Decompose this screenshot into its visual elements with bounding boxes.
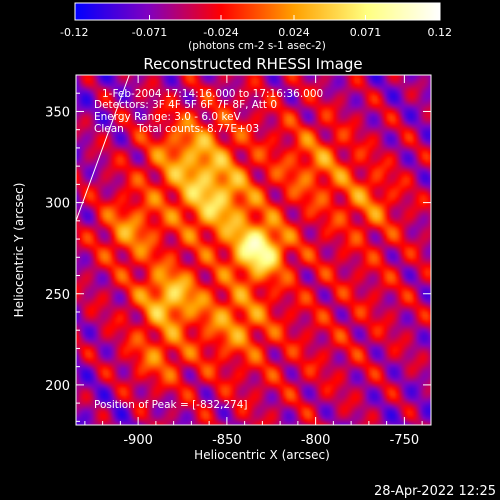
chart-title: Reconstructed RHESSI Image xyxy=(143,55,362,73)
y-tick-label: 200 xyxy=(45,379,70,394)
y-tick-label: 350 xyxy=(45,105,70,120)
annotations: 1-Feb-2004 17:14:16.000 to 17:16:36.000 … xyxy=(94,88,323,411)
footer-timestamp: 28-Apr-2022 12:25 xyxy=(374,484,496,499)
colorbar: -0.12 -0.071 -0.024 0.024 0.071 0.12 (photons… xyxy=(60,2,452,52)
y-axis-label: Heliocentric Y (arcsec) xyxy=(12,183,26,318)
heatmap xyxy=(76,75,431,425)
colorbar-tick-label: 0.12 xyxy=(428,26,453,39)
y-tick-label: 300 xyxy=(45,197,70,212)
heatmap-image xyxy=(76,75,431,425)
colorbar-tick-label: 0.024 xyxy=(278,26,310,39)
annotation-peak-position: Position of Peak = [-832,274] xyxy=(94,399,248,411)
x-tick-label: -750 xyxy=(390,433,420,448)
annotation-energy-range: Energy Range: 3.0 - 6.0 keV xyxy=(94,111,242,123)
annotation-clean-counts: Clean Total counts: 8.77E+03 xyxy=(94,123,259,135)
annotation-detectors: Detectors: 3F 4F 5F 6F 7F 8F, Att 0 xyxy=(94,99,277,111)
x-tick-label: -900 xyxy=(123,433,153,448)
colorbar-gradient xyxy=(75,3,440,20)
y-axis-ticks: 200 250 300 350 xyxy=(45,74,431,422)
colorbar-unit-label: (photons cm-2 s-1 asec-2) xyxy=(188,40,326,52)
colorbar-tick-label: -0.024 xyxy=(203,26,238,39)
solar-limb-line xyxy=(76,75,130,222)
colorbar-tick-label: 0.071 xyxy=(350,26,382,39)
x-tick-label: -850 xyxy=(212,433,242,448)
plot-frame xyxy=(75,74,432,426)
colorbar-frame xyxy=(74,2,441,21)
colorbar-tick-label: -0.12 xyxy=(60,26,88,39)
y-tick-label: 250 xyxy=(45,288,70,303)
x-tick-label: -800 xyxy=(301,433,331,448)
colorbar-tick-label: -0.071 xyxy=(132,26,167,39)
colorbar-ticks: -0.12 -0.071 -0.024 0.024 0.071 0.12 xyxy=(60,15,452,39)
annotation-time-range: 1-Feb-2004 17:14:16.000 to 17:16:36.000 xyxy=(102,88,323,100)
x-axis-ticks: -900 -850 -800 -750 xyxy=(84,75,423,448)
x-axis-label: Heliocentric X (arcsec) xyxy=(194,448,330,462)
